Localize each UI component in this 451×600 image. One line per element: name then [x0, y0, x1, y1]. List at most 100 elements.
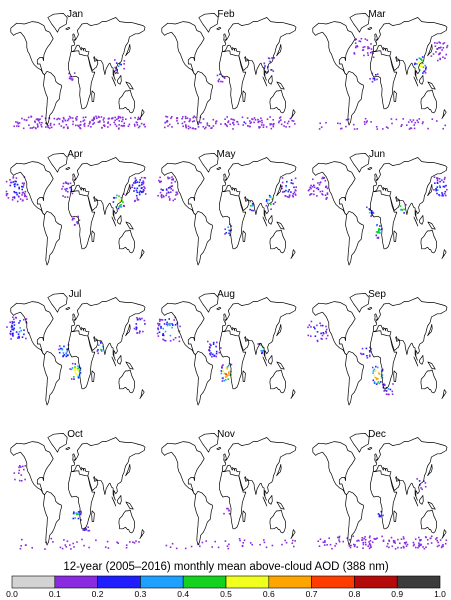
coastline: [161, 161, 205, 215]
aod-pixel: [144, 323, 146, 325]
aod-pixel: [116, 118, 118, 121]
aod-pixel: [29, 127, 32, 129]
aod-pixel: [312, 178, 314, 181]
aod-pixel: [258, 126, 260, 128]
aod-pixel: [411, 121, 413, 123]
aod-pixel: [61, 348, 64, 350]
aod-pixel: [58, 118, 61, 120]
aod-pixel: [20, 545, 22, 547]
aod-pixel: [420, 487, 422, 489]
aod-pixel: [84, 528, 86, 530]
map-panel: Sep: [307, 289, 448, 406]
coastline: [441, 389, 447, 399]
aod-pixel: [16, 125, 18, 127]
aod-pixel: [137, 118, 140, 120]
aod-pixel: [319, 190, 322, 193]
aod-pixel: [118, 63, 121, 65]
aod-pixel: [279, 116, 282, 118]
aod-pixel: [271, 57, 273, 59]
aod-pixel: [23, 333, 25, 336]
aod-pixel: [62, 120, 64, 123]
aod-pixel: [366, 357, 369, 359]
aod-pixel: [405, 204, 407, 206]
aod-pixel: [165, 189, 168, 191]
aod-pixel: [162, 327, 164, 330]
aod-pixel: [294, 177, 297, 180]
aod-pixel: [116, 541, 118, 544]
aod-pixel: [21, 199, 24, 202]
aod-data-layer: [13, 59, 146, 130]
aod-pixel: [319, 538, 322, 540]
aod-pixel: [364, 536, 366, 538]
coastline: [125, 81, 134, 90]
aod-pixel: [12, 181, 15, 183]
aod-pixel: [79, 367, 82, 370]
coastline: [349, 433, 370, 453]
aod-pixel: [388, 546, 390, 549]
coastline: [345, 490, 364, 546]
aod-pixel: [383, 390, 385, 392]
aod-pixel: [15, 177, 18, 179]
aod-pixel: [445, 539, 448, 542]
aod-pixel: [131, 186, 133, 188]
aod-pixel: [60, 347, 62, 350]
aod-pixel: [95, 115, 97, 118]
coastline: [290, 249, 296, 259]
aod-pixel: [200, 121, 202, 124]
aod-pixel: [63, 126, 65, 129]
aod-pixel: [399, 205, 402, 207]
aod-pixel: [320, 332, 322, 335]
aod-pixel: [53, 123, 55, 126]
aod-pixel: [160, 325, 162, 328]
aod-pixel: [161, 319, 164, 321]
aod-pixel: [369, 351, 371, 353]
aod-pixel: [114, 116, 116, 119]
aod-pixel: [262, 124, 265, 126]
aod-pixel: [138, 125, 141, 128]
aod-pixel: [369, 546, 372, 548]
aod-pixel: [441, 194, 443, 197]
aod-pixel: [387, 127, 389, 129]
aod-pixel: [232, 128, 234, 130]
aod-pixel: [390, 536, 393, 539]
aod-pixel: [313, 184, 315, 187]
aod-pixel: [434, 45, 437, 47]
coastline: [125, 184, 131, 197]
aod-pixel: [288, 195, 291, 197]
aod-pixel: [439, 58, 441, 61]
aod-pixel: [268, 57, 271, 60]
aod-pixel: [71, 79, 74, 81]
aod-pixel: [83, 119, 86, 121]
aod-pixel: [225, 124, 228, 126]
coastline: [367, 306, 373, 311]
aod-pixel: [416, 63, 418, 65]
aod-pixel: [22, 465, 24, 468]
aod-pixel: [10, 326, 13, 328]
aod-pixel: [288, 125, 291, 128]
aod-pixel: [352, 123, 355, 126]
aod-pixel: [416, 119, 418, 122]
aod-pixel: [21, 185, 23, 188]
coastline: [268, 215, 273, 225]
coastline: [427, 501, 436, 510]
aod-pixel: [111, 117, 113, 120]
aod-pixel: [159, 320, 161, 322]
aod-pixel: [170, 185, 173, 188]
aod-pixel: [223, 379, 226, 382]
aod-pixel: [243, 121, 246, 123]
aod-pixel: [52, 541, 54, 543]
aod-pixel: [338, 539, 340, 541]
aod-pixel: [425, 546, 427, 548]
aod-pixel: [263, 62, 266, 65]
aod-pixel: [118, 124, 120, 126]
aod-pixel: [273, 122, 275, 125]
colorbar-tick-label: 0.6: [263, 589, 275, 599]
aod-pixel: [439, 539, 442, 541]
map-panel: Nov: [161, 429, 297, 550]
aod-pixel: [317, 540, 320, 542]
aod-pixel: [117, 115, 120, 118]
aod-pixel: [348, 539, 351, 541]
aod-pixel: [227, 121, 229, 124]
aod-pixel: [143, 123, 146, 126]
aod-pixel: [107, 121, 109, 123]
